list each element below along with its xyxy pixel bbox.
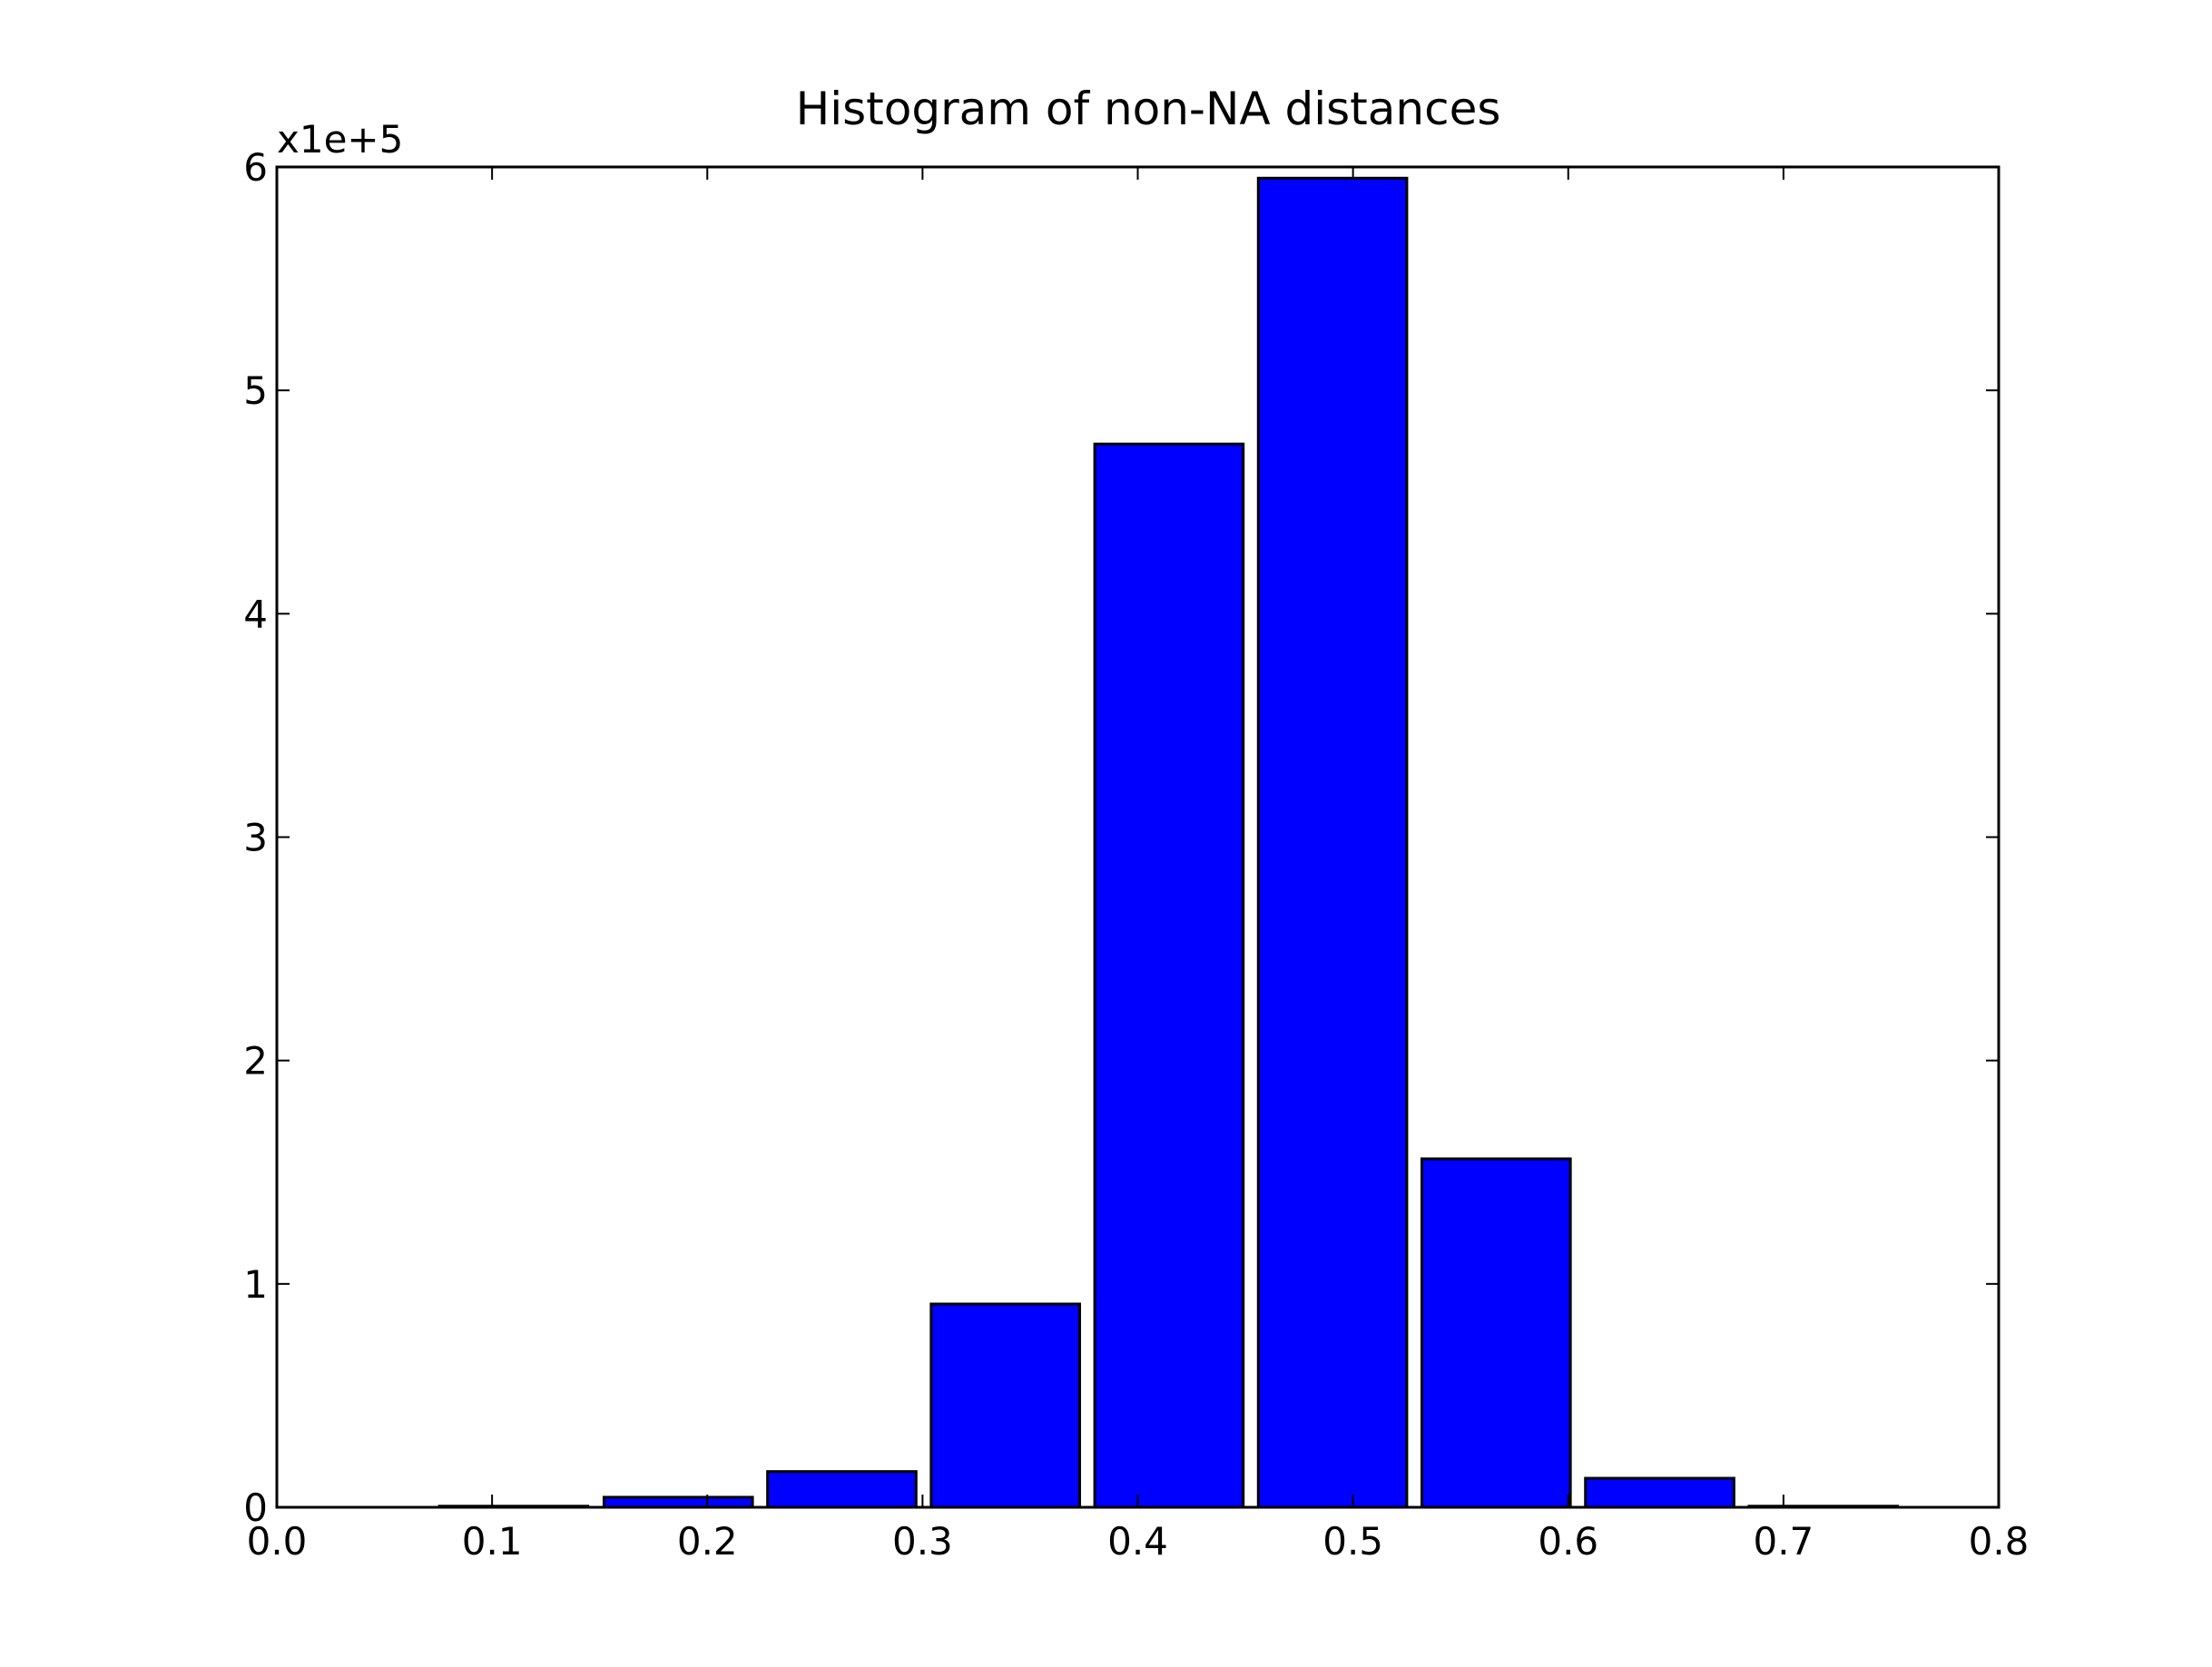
histogram-bar-6 bbox=[1256, 176, 1409, 1509]
x-tick-label-6: 0.6 bbox=[1538, 1519, 1598, 1564]
plot-area-frame bbox=[275, 165, 2001, 1509]
histogram-bar-2 bbox=[602, 1495, 754, 1509]
x-tick-label-5: 0.5 bbox=[1322, 1519, 1383, 1564]
x-tick-label-2: 0.2 bbox=[677, 1519, 738, 1564]
y-tick-label-6: 6 bbox=[243, 145, 268, 190]
x-tick-label-1: 0.1 bbox=[462, 1519, 523, 1564]
tick-labels-group: 0.0 0.1 0.2 0.3 0.4 0.5 0.6 0.7 0.8 0 1 2 3 4 5 6 bbox=[243, 145, 2029, 1564]
x-tick-label-8: 0.8 bbox=[1969, 1519, 2030, 1564]
x-tick-label-3: 0.3 bbox=[892, 1519, 953, 1564]
y-tick-label-3: 3 bbox=[243, 816, 268, 860]
histogram-bar-7 bbox=[1421, 1157, 1572, 1509]
histogram-bar-8 bbox=[1584, 1476, 1735, 1509]
y-tick-label-4: 4 bbox=[243, 592, 268, 636]
x-tick-label-7: 0.7 bbox=[1753, 1519, 1814, 1564]
bars-group bbox=[437, 176, 1900, 1509]
y-tick-label-5: 5 bbox=[243, 368, 268, 413]
y-tick-label-2: 2 bbox=[243, 1039, 268, 1084]
histogram-bar-4 bbox=[929, 1302, 1081, 1509]
x-tick-label-4: 0.4 bbox=[1107, 1519, 1168, 1564]
histogram-bar-3 bbox=[766, 1470, 918, 1509]
histogram-bar-5 bbox=[1093, 442, 1245, 1509]
chart-title: Histogram of non-NA distances bbox=[796, 83, 1501, 135]
y-axis-multiplier-label: x1e+5 bbox=[277, 117, 403, 162]
y-tick-label-0: 0 bbox=[243, 1486, 268, 1530]
x-tick-label-0: 0.0 bbox=[247, 1519, 308, 1564]
y-tick-label-1: 1 bbox=[243, 1262, 268, 1307]
